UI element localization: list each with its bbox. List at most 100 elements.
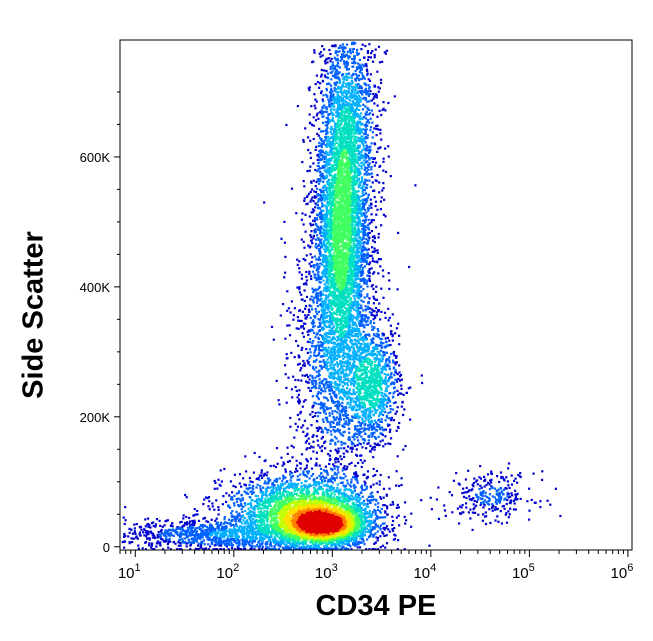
event-point — [410, 525, 413, 528]
event-point — [298, 500, 301, 503]
event-point — [286, 498, 290, 501]
event-point — [300, 524, 303, 527]
event-point — [335, 535, 338, 538]
event-point — [209, 545, 212, 548]
event-point — [272, 492, 276, 495]
event-point — [295, 548, 298, 551]
event-point — [337, 532, 340, 535]
event-point — [223, 467, 226, 471]
event-point — [293, 506, 296, 509]
event-point — [303, 514, 306, 517]
event-point — [308, 532, 311, 535]
event-point — [336, 522, 339, 525]
event-point — [279, 517, 282, 520]
event-point — [379, 473, 382, 477]
event-point — [272, 484, 275, 487]
event-point — [264, 548, 267, 551]
event-point — [321, 493, 324, 496]
event-point — [359, 509, 362, 512]
event-point — [353, 536, 356, 539]
event-point — [333, 522, 336, 525]
event-point — [312, 520, 315, 524]
event-point — [306, 490, 309, 493]
event-point — [275, 512, 278, 515]
event-point — [218, 544, 221, 547]
event-point — [329, 518, 332, 521]
event-point — [333, 513, 336, 516]
event-point — [305, 548, 308, 551]
event-point — [410, 512, 413, 515]
event-point — [308, 526, 311, 529]
event-point — [370, 528, 373, 531]
event-point — [379, 546, 382, 549]
event-point — [305, 492, 308, 496]
event-point — [335, 533, 338, 536]
event-point — [274, 548, 277, 551]
event-point — [221, 503, 224, 506]
event-point — [284, 476, 287, 479]
event-point — [313, 499, 316, 502]
event-point — [319, 477, 322, 480]
event-point — [347, 540, 350, 543]
event-point — [272, 548, 276, 551]
event-point — [368, 512, 371, 516]
event-point — [309, 539, 313, 542]
event-point — [378, 510, 381, 513]
event-point — [363, 543, 366, 546]
event-point — [281, 542, 284, 545]
event-point — [332, 520, 335, 523]
event-point — [289, 479, 292, 482]
event-point — [285, 512, 288, 515]
event-point — [271, 483, 274, 486]
event-point — [301, 517, 304, 520]
event-point — [234, 485, 237, 489]
event-point — [365, 527, 368, 530]
event-point — [336, 526, 339, 530]
event-point — [280, 483, 283, 486]
event-point — [314, 511, 317, 514]
event-point — [325, 493, 328, 496]
event-point — [314, 532, 317, 535]
event-point — [267, 479, 270, 482]
event-point — [262, 511, 265, 514]
event-point — [398, 484, 401, 488]
event-point — [297, 531, 300, 534]
event-point — [282, 491, 285, 494]
event-point — [217, 513, 220, 516]
event-point — [336, 548, 339, 551]
event-point — [295, 538, 298, 541]
event-point — [380, 507, 383, 510]
event-point — [349, 509, 352, 512]
event-point — [308, 545, 311, 548]
event-point — [323, 548, 326, 551]
event-point — [291, 494, 295, 497]
event-point — [347, 531, 350, 534]
event-point — [351, 503, 354, 506]
event-point — [275, 494, 279, 497]
event-point — [298, 509, 301, 513]
event-point — [267, 477, 270, 480]
event-point — [336, 519, 339, 522]
event-point — [288, 504, 291, 507]
event-point — [310, 493, 313, 496]
event-point — [249, 490, 252, 493]
event-point — [287, 525, 290, 528]
event-point — [295, 542, 298, 545]
event-point — [269, 520, 272, 523]
event-point — [255, 477, 258, 480]
event-point — [351, 523, 354, 526]
event-point — [374, 523, 378, 526]
event-point — [362, 503, 365, 507]
event-point — [294, 521, 297, 524]
event-point — [237, 503, 240, 506]
event-point — [297, 541, 300, 544]
event-point — [333, 509, 336, 512]
event-point — [353, 542, 356, 545]
event-point — [316, 516, 319, 519]
event-point — [278, 488, 281, 491]
event-point — [238, 512, 241, 515]
event-point — [289, 484, 293, 487]
event-point — [339, 481, 342, 485]
event-point — [286, 516, 289, 519]
event-point — [318, 544, 321, 547]
